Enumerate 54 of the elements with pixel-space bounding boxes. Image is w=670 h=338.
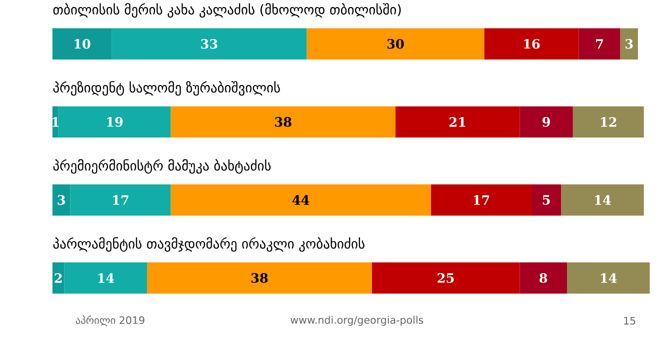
data-label: 3	[58, 195, 65, 205]
bar	[147, 262, 372, 294]
data-label: 8	[540, 273, 548, 283]
data-label: 9	[542, 116, 550, 127]
bar	[52, 262, 64, 294]
data-label: 5	[542, 195, 550, 205]
bar	[572, 106, 644, 138]
text: www.ndi.org/georgia-polls	[290, 316, 424, 326]
data-label: 2	[54, 273, 62, 283]
bar	[52, 184, 70, 216]
bar	[112, 28, 307, 60]
bar	[561, 184, 644, 216]
bar	[170, 106, 396, 138]
data-label: 10	[74, 38, 90, 49]
bar	[620, 28, 638, 60]
bar	[566, 262, 650, 294]
text: აპრილი 2019	[76, 315, 144, 326]
bar	[170, 184, 431, 216]
y-tick-label: პარლამენტის თავმჯდომარე ირაკლი კობახიძის	[53, 237, 364, 252]
bar	[395, 106, 520, 138]
data-label: 19	[107, 116, 123, 127]
data-label: 3	[626, 38, 633, 49]
data-label: 1	[52, 117, 59, 127]
bar	[520, 262, 567, 294]
bar	[520, 106, 573, 138]
data-label: 25	[438, 273, 454, 283]
bar	[484, 28, 579, 60]
data-label: 21	[449, 117, 466, 127]
data-label: 17	[474, 195, 490, 205]
bar	[64, 262, 148, 294]
bar	[306, 28, 484, 60]
bar	[430, 184, 532, 216]
y-tick-label: თბილისის მერის კახა კალაძის (მხოლოდ თბილისში)	[53, 3, 401, 18]
bar	[372, 262, 520, 294]
y-tick-label: პრემიერმინისტრ მამუკა ბახტაძის	[53, 159, 271, 174]
data-label: 14	[98, 273, 114, 283]
bar	[58, 106, 171, 138]
data-label: 7	[596, 39, 603, 48]
data-label: 38	[275, 116, 292, 127]
data-label: 16	[524, 38, 540, 49]
data-label: 14	[595, 195, 611, 205]
data-label: 44	[292, 195, 310, 205]
data-label: 14	[601, 273, 617, 283]
data-label: 12	[601, 117, 616, 127]
bar	[578, 28, 620, 60]
data-label: 33	[201, 38, 218, 49]
bar	[531, 184, 562, 216]
data-label: 17	[113, 195, 128, 205]
bar	[52, 28, 112, 60]
data-label: 38	[251, 273, 268, 283]
text: 15	[624, 316, 636, 325]
data-label: 30	[387, 38, 404, 49]
y-tick-label: პრეზიდენტ სალომე ზურაბიშვილის	[53, 81, 280, 96]
bar	[70, 184, 171, 216]
